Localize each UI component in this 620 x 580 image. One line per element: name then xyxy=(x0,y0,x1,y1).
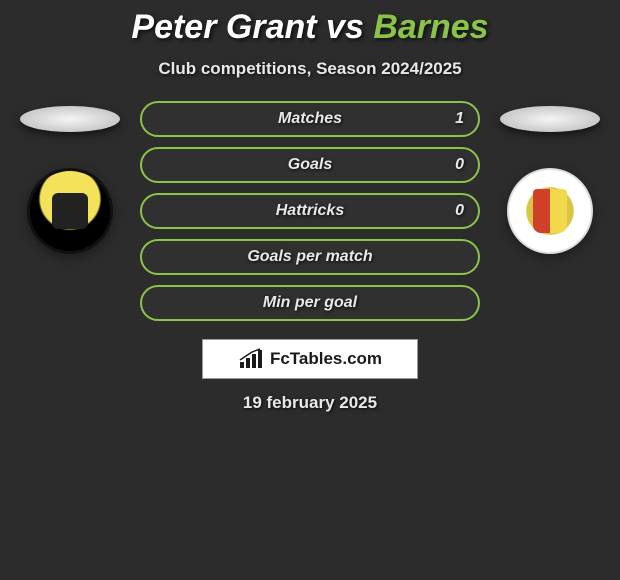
stats-column: Matches 1 Goals 0 Hattricks 0 Goals per … xyxy=(140,101,480,321)
stat-label: Goals per match xyxy=(142,248,478,266)
annan-athletic-crest xyxy=(507,168,593,254)
left-column xyxy=(20,101,120,254)
stat-row-goals-per-match: Goals per match xyxy=(140,239,480,275)
dumbarton-crest xyxy=(27,168,113,254)
stat-right-value: 0 xyxy=(455,156,464,174)
stat-label: Hattricks xyxy=(142,202,478,220)
branding-label: FcTables.com xyxy=(270,349,382,369)
subtitle: Club competitions, Season 2024/2025 xyxy=(0,59,620,79)
main-row: Matches 1 Goals 0 Hattricks 0 Goals per … xyxy=(0,101,620,321)
player2-name: Barnes xyxy=(373,8,488,46)
stat-label: Min per goal xyxy=(142,294,478,312)
page-title: Peter Grant vs Barnes xyxy=(0,8,620,47)
comparison-card: Peter Grant vs Barnes Club competitions,… xyxy=(0,0,620,413)
stat-row-hattricks: Hattricks 0 xyxy=(140,193,480,229)
stat-row-matches: Matches 1 xyxy=(140,101,480,137)
player2-placeholder xyxy=(500,106,600,132)
right-column xyxy=(500,101,600,254)
date-label: 19 february 2025 xyxy=(0,393,620,413)
stat-right-value: 0 xyxy=(455,202,464,220)
vs-label: vs xyxy=(326,8,364,46)
player1-placeholder xyxy=(20,106,120,132)
player1-name: Peter Grant xyxy=(131,8,316,46)
stat-label: Goals xyxy=(142,156,478,174)
stat-row-goals: Goals 0 xyxy=(140,147,480,183)
stat-right-value: 1 xyxy=(455,110,464,128)
chart-icon xyxy=(238,348,264,370)
branding-box[interactable]: FcTables.com xyxy=(202,339,418,379)
stat-row-min-per-goal: Min per goal xyxy=(140,285,480,321)
stat-label: Matches xyxy=(142,110,478,128)
